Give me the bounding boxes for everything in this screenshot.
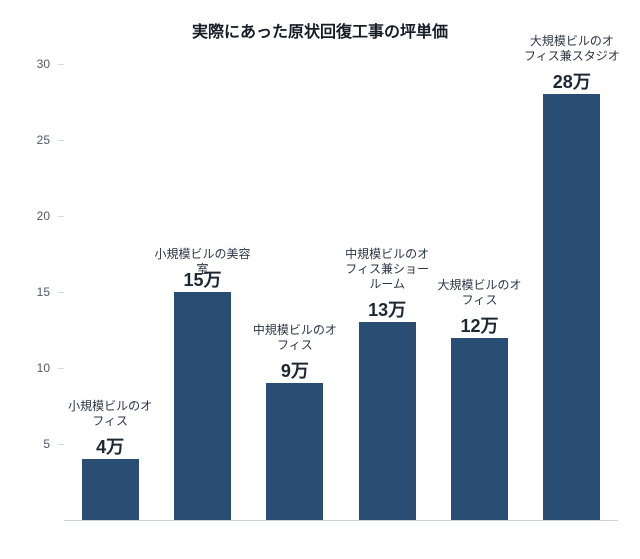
bar-value-label: 28万 (526, 68, 618, 94)
bar-value-label: 4万 (64, 433, 156, 459)
y-tick-mark (58, 216, 64, 217)
chart-canvas: 実際にあった原状回復工事の坪単価510152025304万小規模ビルのオ フィス… (0, 0, 640, 559)
bar (359, 322, 416, 520)
bar-category-label: 中規模ビルのオ フィス兼ショー ルーム (339, 247, 435, 292)
bar-value-label: 12万 (433, 312, 525, 338)
y-tick-mark (58, 368, 64, 369)
y-tick-label: 25 (0, 133, 50, 147)
y-tick-mark (58, 292, 64, 293)
y-tick-label: 20 (0, 209, 50, 223)
x-axis (64, 520, 618, 521)
bar-category-label: 中規模ビルのオ フィス (247, 323, 343, 353)
chart-root: 実際にあった原状回復工事の坪単価510152025304万小規模ビルのオ フィス… (0, 0, 640, 559)
bar-category-label: 小規模ビルの美容室 (154, 247, 250, 277)
y-tick-mark (58, 64, 64, 65)
bar-value-label: 9万 (249, 357, 341, 383)
bar (451, 338, 508, 520)
bar (543, 94, 600, 520)
bar (82, 459, 139, 520)
bar (174, 292, 231, 520)
y-tick-label: 15 (0, 285, 50, 299)
y-tick-label: 30 (0, 57, 50, 71)
bar (266, 383, 323, 520)
bar-value-label: 13万 (341, 296, 433, 322)
bar-category-label: 大規模ビルのオ フィス兼スタジオ (524, 34, 620, 64)
y-tick-mark (58, 140, 64, 141)
y-tick-label: 5 (0, 437, 50, 451)
y-tick-label: 10 (0, 361, 50, 375)
bar-category-label: 小規模ビルのオ フィス (62, 399, 158, 429)
bar-category-label: 大規模ビルのオ フィス (431, 278, 527, 308)
